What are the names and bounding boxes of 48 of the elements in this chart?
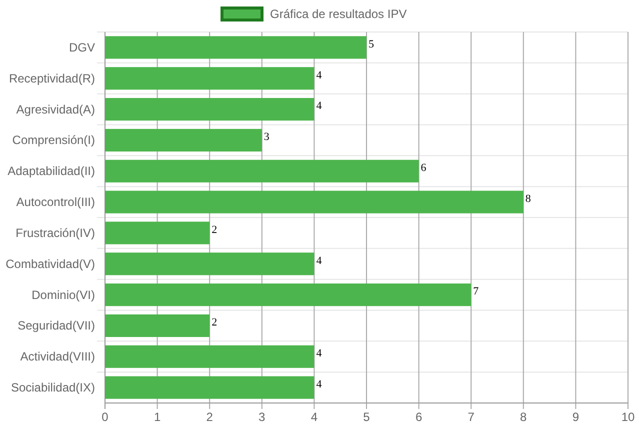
data-label: 5: [368, 38, 374, 50]
bar: [105, 284, 472, 306]
y-tick-label: Autocontrol(III): [16, 195, 95, 210]
bar: [105, 160, 419, 182]
x-tick-label: 1: [154, 410, 161, 424]
bar: [105, 128, 262, 152]
y-tick-label: Dominio(VI): [32, 288, 95, 302]
bar: [105, 314, 210, 337]
bar: [105, 98, 314, 121]
legend-label: Gráfica de resultados IPV: [270, 7, 407, 21]
x-tick-label: 10: [621, 410, 635, 424]
y-tick-label: Seguridad(VII): [18, 318, 95, 333]
x-tick-label: 2: [206, 410, 214, 424]
data-label: 4: [316, 378, 322, 390]
data-label: 2: [212, 316, 218, 329]
data-label: 3: [264, 131, 270, 144]
x-tick-label: 5: [363, 410, 370, 424]
data-label: 6: [420, 162, 427, 174]
y-tick-label: Sociabilidad(IX): [10, 380, 95, 395]
bar: [105, 36, 366, 59]
y-tick-label: Frustración(IV): [16, 226, 95, 240]
data-label: 4: [316, 100, 322, 112]
x-tick-label: 0: [102, 410, 109, 424]
y-tick-label: Adaptabilidad(II): [8, 164, 95, 178]
x-tick-label: 4: [310, 410, 318, 424]
data-label: 4: [316, 254, 322, 267]
bar: [105, 190, 524, 214]
bar: [105, 376, 314, 399]
data-label: 4: [316, 348, 322, 360]
x-tick-label: 8: [520, 410, 528, 424]
x-tick-label: 6: [415, 410, 422, 424]
bar: [105, 67, 314, 90]
y-tick-label: Combatividad(V): [6, 256, 95, 271]
data-label: 4: [316, 69, 322, 82]
data-label: 2: [212, 224, 218, 236]
x-tick-label: 9: [572, 410, 580, 424]
x-tick-label: 3: [258, 410, 266, 424]
y-tick-label: Comprensión(I): [12, 133, 95, 148]
bar: [105, 222, 210, 244]
y-tick-label: Agresividad(A): [16, 102, 95, 116]
y-tick-label: DGV: [68, 40, 95, 54]
bar: [105, 345, 314, 368]
x-tick-label: 7: [468, 410, 475, 424]
bar: [105, 252, 314, 276]
data-label: 7: [473, 286, 480, 298]
y-tick-label: Receptividad(R): [8, 71, 95, 86]
data-label: 8: [525, 192, 532, 205]
y-tick-label: Actividad(VIII): [20, 350, 95, 364]
